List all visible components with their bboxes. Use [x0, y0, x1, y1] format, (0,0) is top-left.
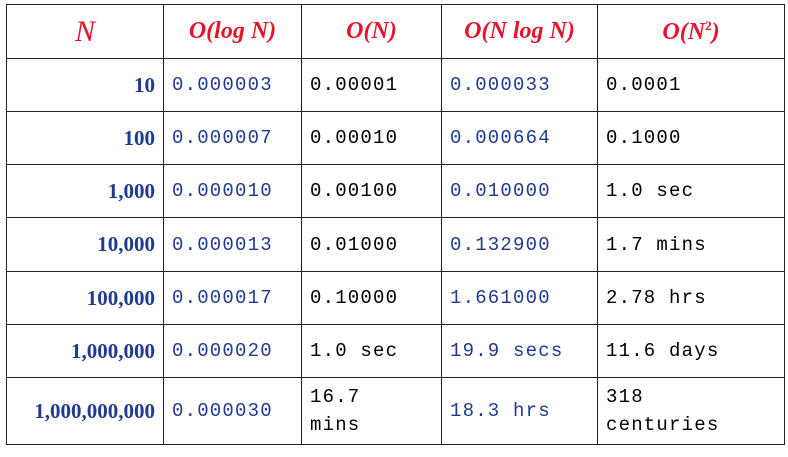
complexity-table: N O(log N) O(N) O(N log N) O(N2) 10 0.000… — [6, 4, 785, 445]
header-n: N — [6, 4, 164, 59]
table-row: 10,000 0.000013 0.01000 0.132900 1.7 mins — [6, 217, 785, 272]
cell-quadratic: 0.0001 — [597, 58, 785, 112]
table-row: 100 0.000007 0.00010 0.000664 0.1000 — [6, 111, 785, 165]
cell-n-log-n: 0.132900 — [441, 217, 598, 272]
cell-linear: 0.10000 — [301, 271, 442, 325]
cell-n-log-n: 19.9 secs — [441, 324, 598, 378]
cell-n-log-n-text: 0.132900 — [450, 233, 551, 256]
cell-quadratic-text: 2.78 hrs — [606, 287, 707, 309]
cell-linear-text: 0.01000 — [310, 233, 399, 256]
cell-linear-text: 0.00010 — [310, 127, 399, 149]
cell-n-log-n: 18.3 hrs — [441, 377, 598, 445]
cell-quadratic: 2.78 hrs — [597, 271, 785, 325]
row-n-value: 10 — [6, 58, 164, 112]
header-n-log-n: O(N log N) — [441, 4, 598, 59]
header-row: N O(log N) O(N) O(N log N) O(N2) — [6, 4, 785, 59]
cell-quadratic: 318 centuries — [597, 377, 785, 445]
row-n-value: 100 — [6, 111, 164, 165]
cell-log-n: 0.000017 — [163, 271, 302, 325]
row-n-value-text: 1,000 — [107, 178, 155, 203]
cell-log-n: 0.000030 — [163, 377, 302, 445]
cell-linear: 16.7 mins — [301, 377, 442, 445]
header-quadratic-exponent: 2 — [705, 17, 712, 33]
row-n-value-text: 100 — [123, 125, 156, 150]
header-linear: O(N) — [301, 4, 442, 59]
cell-log-n: 0.000007 — [163, 111, 302, 165]
cell-log-n: 0.000013 — [163, 217, 302, 272]
cell-linear-text: 16.7 mins — [310, 386, 361, 436]
cell-log-n-text: 0.000007 — [172, 127, 273, 149]
table-row: 1,000,000 0.000020 1.0 sec 19.9 secs 11.6 da… — [6, 324, 785, 378]
cell-linear-text: 0.10000 — [310, 287, 399, 309]
row-n-value-text: 10 — [134, 72, 155, 97]
cell-n-log-n: 1.661000 — [441, 271, 598, 325]
cell-n-log-n: 0.010000 — [441, 164, 598, 218]
cell-log-n-text: 0.000010 — [172, 180, 273, 202]
cell-log-n-text: 0.000030 — [172, 400, 273, 422]
table-row: 100,000 0.000017 0.10000 1.661000 2.78 hrs — [6, 271, 785, 325]
cell-n-log-n-text: 0.000033 — [450, 74, 551, 96]
cell-log-n-text: 0.000013 — [172, 233, 273, 256]
row-n-value: 100,000 — [6, 271, 164, 325]
row-n-value-text: 100,000 — [86, 285, 155, 310]
cell-quadratic-text: 1.0 sec — [606, 180, 695, 202]
cell-quadratic-text: 0.1000 — [606, 127, 682, 149]
row-n-value: 1,000,000 — [6, 324, 164, 378]
cell-linear: 0.00001 — [301, 58, 442, 112]
table-row: 10 0.000003 0.00001 0.000033 0.0001 — [6, 58, 785, 112]
cell-linear: 0.01000 — [301, 217, 442, 272]
cell-log-n: 0.000003 — [163, 58, 302, 112]
table-row: 1,000,000,000 0.000030 16.7 mins 18.3 hrs 31… — [6, 377, 785, 445]
table-body: 10 0.000003 0.00001 0.000033 0.0001 100 0.0000… — [6, 58, 785, 445]
row-n-value-text: 1,000,000 — [71, 338, 155, 363]
cell-quadratic: 1.7 mins — [597, 217, 785, 272]
cell-linear-text: 0.00001 — [310, 74, 399, 96]
row-n-value: 1,000 — [6, 164, 164, 218]
cell-n-log-n-text: 18.3 hrs — [450, 400, 551, 422]
cell-quadratic-text: 318 centuries — [606, 386, 720, 436]
cell-quadratic-text: 0.0001 — [606, 74, 682, 96]
header-quadratic-base: O(N — [662, 18, 706, 45]
cell-quadratic: 0.1000 — [597, 111, 785, 165]
row-n-value: 1,000,000,000 — [6, 377, 164, 445]
header-quadratic-close: ) — [711, 18, 720, 45]
cell-linear: 1.0 sec — [301, 324, 442, 378]
table-row: 1,000 0.000010 0.00100 0.010000 1.0 sec — [6, 164, 785, 218]
cell-n-log-n-text: 1.661000 — [450, 287, 551, 309]
cell-linear: 0.00100 — [301, 164, 442, 218]
header-quadratic: O(N2) — [597, 4, 785, 59]
cell-log-n-text: 0.000003 — [172, 74, 273, 96]
cell-quadratic-text: 1.7 mins — [606, 233, 707, 256]
row-n-value-text: 1,000,000,000 — [34, 398, 155, 423]
cell-n-log-n: 0.000664 — [441, 111, 598, 165]
cell-linear: 0.00010 — [301, 111, 442, 165]
cell-quadratic: 11.6 days — [597, 324, 785, 378]
cell-log-n: 0.000010 — [163, 164, 302, 218]
cell-linear-text: 1.0 sec — [310, 340, 399, 362]
row-n-value: 10,000 — [6, 217, 164, 272]
cell-n-log-n-text: 0.010000 — [450, 180, 551, 202]
cell-log-n-text: 0.000020 — [172, 340, 273, 362]
cell-linear-text: 0.00100 — [310, 180, 399, 202]
cell-n-log-n: 0.000033 — [441, 58, 598, 112]
cell-n-log-n-text: 0.000664 — [450, 127, 551, 149]
header-log-n: O(log N) — [163, 4, 302, 59]
row-n-value-text: 10,000 — [97, 232, 155, 256]
cell-log-n: 0.000020 — [163, 324, 302, 378]
cell-quadratic-text: 11.6 days — [606, 340, 720, 362]
cell-quadratic: 1.0 sec — [597, 164, 785, 218]
cell-log-n-text: 0.000017 — [172, 287, 273, 309]
cell-n-log-n-text: 19.9 secs — [450, 340, 564, 362]
